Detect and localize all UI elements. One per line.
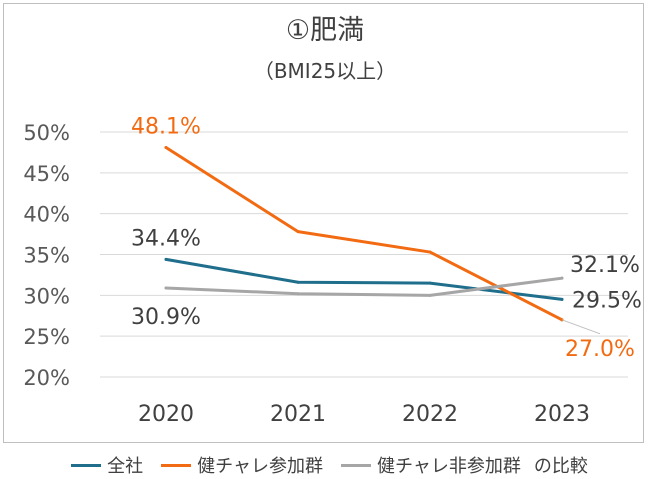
x-tick-label: 2022 (402, 402, 458, 427)
legend-label: 健チャレ参加群 (197, 456, 323, 477)
y-axis: 50% 45% 40% 35% 30% 25% 20% (23, 121, 70, 390)
chart-subtitle: （BMI25以上） (253, 59, 397, 83)
data-label: 34.4% (131, 226, 201, 251)
y-tick-label: 50% (23, 121, 70, 145)
y-tick-label: 20% (23, 366, 70, 390)
data-point (296, 280, 300, 284)
data-labels: 34.4% 29.5% 48.1% 27.0% 30.9% 32.1% (131, 115, 642, 362)
legend-items: 全社 健チャレ参加群 健チャレ非参加群 (62, 452, 530, 478)
data-point (560, 297, 564, 301)
data-point (428, 250, 432, 254)
data-point (164, 257, 168, 261)
series-line-0 (164, 257, 564, 301)
legend-item-1: 健チャレ参加群 (161, 452, 323, 478)
data-point (296, 292, 300, 296)
legend-label: 全社 (107, 456, 144, 477)
data-point (164, 146, 168, 150)
data-label: 29.5% (572, 288, 642, 313)
y-tick-label: 35% (23, 244, 70, 268)
y-tick-label: 45% (23, 162, 70, 186)
data-point (428, 281, 432, 285)
label-leader (561, 319, 601, 335)
data-label: 30.9% (131, 305, 201, 330)
data-label: 27.0% (565, 337, 635, 362)
x-axis: 2020 2021 2022 2023 (138, 402, 590, 427)
x-tick-label: 2020 (138, 402, 194, 427)
y-tick-label: 25% (23, 325, 70, 349)
legend-swatch (71, 463, 102, 467)
series-line-2 (164, 276, 564, 297)
x-tick-label: 2021 (270, 402, 326, 427)
data-label: 48.1% (131, 115, 201, 140)
gridlines (100, 131, 628, 378)
data-point (560, 276, 564, 280)
legend-swatch (341, 463, 371, 467)
series (164, 146, 564, 322)
data-point (164, 286, 168, 290)
chart-frame (3, 3, 644, 443)
y-tick-label: 30% (23, 284, 70, 308)
data-label: 32.1% (570, 253, 640, 278)
legend-suffix: の比較 (533, 456, 588, 477)
legend-swatch (161, 463, 192, 467)
data-point (296, 230, 300, 234)
legend: 全社 健チャレ参加群 健チャレ非参加群 の比較 (0, 452, 650, 478)
x-tick-label: 2023 (534, 402, 590, 427)
chart-title: ①肥満 (285, 15, 365, 46)
legend-item-2: 健チャレ非参加群 (341, 452, 521, 478)
legend-item-0: 全社 (71, 452, 143, 478)
data-point (428, 293, 432, 297)
legend-label: 健チャレ非参加群 (377, 456, 521, 477)
y-tick-label: 40% (23, 203, 70, 227)
